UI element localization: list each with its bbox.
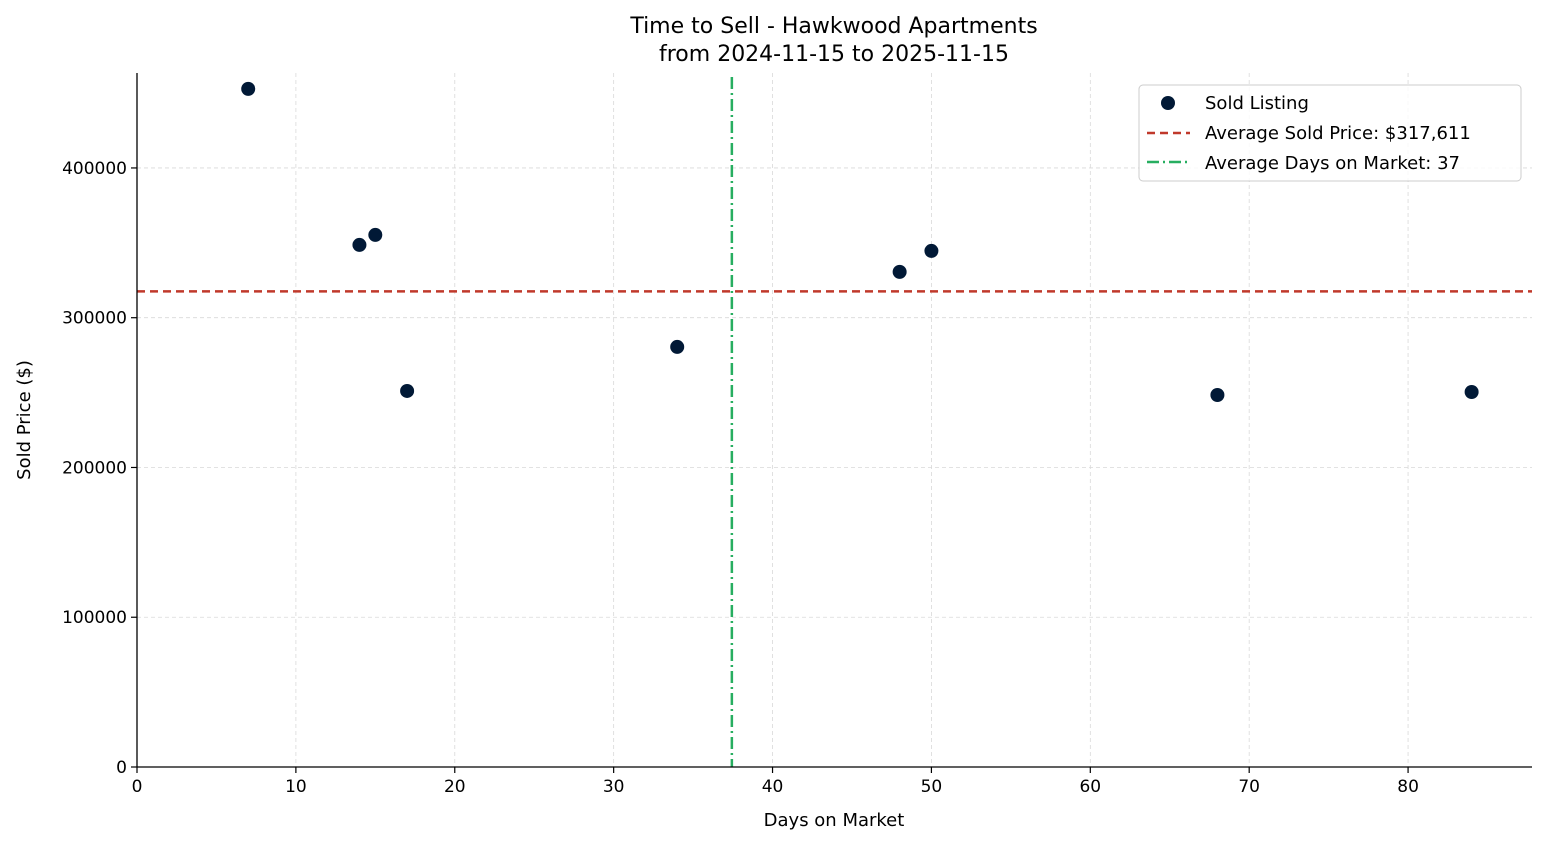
data-point: [1210, 387, 1225, 402]
legend-box: [1138, 84, 1522, 182]
x-tick-label: 80: [1397, 777, 1419, 797]
data-point: [924, 243, 939, 258]
x-tick-label: 60: [1079, 777, 1101, 797]
grid: [137, 73, 1532, 767]
data-point: [400, 383, 415, 398]
x-tick-label: 20: [444, 777, 466, 797]
y-tick-label: 200000: [62, 458, 127, 478]
data-point: [892, 264, 907, 279]
x-tick-label: 10: [285, 777, 307, 797]
data-points: [241, 81, 1479, 402]
y-tick-label: 0: [116, 758, 127, 778]
legend-marker-sold-listing: [1161, 96, 1175, 110]
legend: Sold Listing Average Sold Price: $317,61…: [1138, 84, 1522, 182]
data-point: [670, 339, 685, 354]
chart-title: Time to Sell - Hawkwood Apartments: [629, 14, 1037, 39]
x-tick-label: 40: [762, 777, 784, 797]
x-tick-label: 70: [1238, 777, 1260, 797]
chart-subtitle: from 2024-11-15 to 2025-11-15: [659, 42, 1009, 67]
y-axis-label: Sold Price ($): [14, 360, 35, 480]
x-axis-label: Days on Market: [764, 810, 905, 831]
data-point: [241, 81, 256, 96]
legend-label-avg-price: Average Sold Price: $317,611: [1205, 123, 1471, 144]
legend-label-avg-days: Average Days on Market: 37: [1205, 153, 1460, 174]
y-tick-label: 400000: [62, 159, 127, 179]
data-point: [1464, 384, 1479, 399]
data-point: [352, 237, 367, 252]
x-tick-label: 30: [603, 777, 625, 797]
x-tick-label: 0: [132, 777, 143, 797]
reference-lines: [137, 77, 1532, 767]
legend-label-sold-listing: Sold Listing: [1205, 93, 1309, 114]
y-tick-label: 300000: [62, 309, 127, 329]
data-point: [368, 227, 383, 242]
y-tick-label: 100000: [62, 608, 127, 628]
x-tick-label: 50: [921, 777, 943, 797]
axes: 0 10 20 30 40 50 60 70 80 0 100000 200000 300000 4000…: [62, 73, 1532, 797]
